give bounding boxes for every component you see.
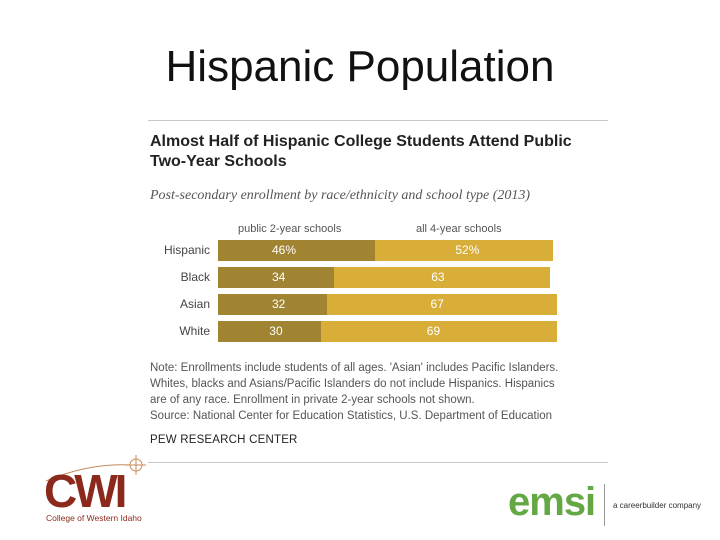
value-label-white-all-4-year: 69 [426,324,441,338]
value-label-hispanic-all-4-year: 52% [455,243,480,257]
row-label-asian: Asian [179,297,210,311]
bar-white-public-2-year [218,321,321,342]
value-label-black-public-2-year: 34 [272,270,286,284]
cwi-compass-icon [45,455,146,482]
value-label-asian-public-2-year: 32 [272,297,286,311]
bottom-divider [148,462,608,463]
emsi-logo-text: emsi [508,480,596,524]
note-line-2: Whites, blacks and Asians/Pacific Island… [150,378,555,390]
slide-title: Hispanic Population [165,42,555,91]
cwi-tagline: College of Western Idaho [46,513,142,523]
bar-black-public-2-year [218,267,335,288]
row-label-white: White [179,324,210,338]
chart-subtitle: Post-secondary enrollment by race/ethnic… [150,188,531,203]
row-label-hispanic: Hispanic [163,243,210,257]
value-label-hispanic-public-2-year: 46% [272,243,297,257]
note-line-1: Note: Enrollments include students of al… [150,362,559,374]
bar-asian-all-4-year [327,294,557,315]
note-line-3: are of any race. Enrollment in private 2… [150,394,475,406]
pew-credit: PEW RESEARCH CENTER [150,434,298,446]
chart-title: Almost Half of Hispanic College Students… [150,133,572,170]
bar-white-all-4-year [320,321,557,342]
value-label-black-all-4-year: 63 [431,270,445,284]
bar-hispanic-public-2-year [218,240,376,261]
top-divider [148,120,608,121]
logo-divider [604,484,605,526]
legend-public-2-year: public 2-year schools [238,223,342,235]
bar-asian-public-2-year [218,294,328,315]
cwi-logo-text: CWI [44,465,127,517]
row-label-black: Black [180,270,210,284]
source-line: Source: National Center for Education St… [150,410,553,422]
value-label-white-public-2-year: 30 [269,324,283,338]
bar-black-all-4-year [334,267,550,288]
careerbuilder-tagline: a careerbuilder company [613,501,702,510]
legend-all-4-year: all 4-year schools [416,223,502,235]
bar-hispanic-all-4-year [375,240,554,261]
chart-note: Note: Enrollments include students of al… [150,360,610,424]
value-label-asian-all-4-year: 67 [430,297,444,311]
